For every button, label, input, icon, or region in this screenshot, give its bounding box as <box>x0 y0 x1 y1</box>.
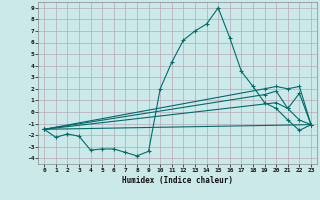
X-axis label: Humidex (Indice chaleur): Humidex (Indice chaleur) <box>122 176 233 185</box>
